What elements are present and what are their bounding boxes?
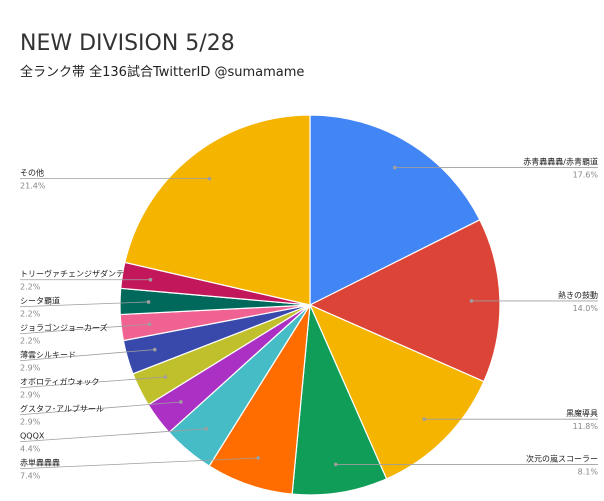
slice-label-12: トリーヴァチェンジザダンテ 2.2% bbox=[20, 269, 153, 292]
slice-percent: 21.4% bbox=[20, 182, 46, 191]
leader-line bbox=[19, 428, 207, 443]
slice-name: 黒魔導具 bbox=[566, 408, 598, 418]
slice-name: トリーヴァチェンジザダンテ bbox=[20, 269, 124, 279]
slice-name: 熱きの鼓動 bbox=[558, 290, 598, 300]
slice-label-8: オボロティガウォック 2.9% bbox=[19, 375, 168, 400]
leader-line bbox=[19, 457, 259, 470]
chart-subtitle: 全ランク帯 全136試合TwitterID @sumamame bbox=[20, 64, 304, 80]
slice-label-2: 熱きの鼓動 14.0% bbox=[469, 290, 599, 313]
slice-label-4: 次元の嵐スコーラー 8.1% bbox=[333, 453, 599, 476]
slice-name: QQQX bbox=[20, 432, 45, 441]
leader-dot bbox=[393, 165, 397, 170]
leader-dot bbox=[148, 277, 153, 282]
slice-percent: 8.1% bbox=[578, 467, 599, 476]
pie-slice-2[interactable] bbox=[308, 219, 501, 383]
slice-label-6: QQQX 4.4% bbox=[19, 426, 209, 454]
slice-percent: 2.9% bbox=[20, 418, 41, 427]
chart-title: NEW DIVISION 5/28 bbox=[20, 31, 235, 56]
slice-name: 薄雲シルキード bbox=[20, 350, 76, 360]
pie-slice-3[interactable] bbox=[308, 303, 485, 480]
slice-label-5: 赤単轟轟轟 7.4% bbox=[19, 456, 260, 481]
slice-percent: 2.2% bbox=[20, 337, 41, 346]
leader-dot bbox=[146, 300, 151, 304]
pie-slice-1[interactable] bbox=[309, 114, 481, 306]
slice-label-3: 黒魔導具 11.8% bbox=[422, 408, 598, 431]
slice-percent: 2.2% bbox=[20, 283, 41, 292]
slice-name: ジョラゴンジョーカーズ bbox=[20, 323, 108, 333]
slice-label-11: シータ覇道 2.2% bbox=[19, 296, 151, 319]
leader-dot bbox=[333, 462, 338, 467]
slice-percent: 4.4% bbox=[20, 445, 41, 454]
slice-name: シータ覇道 bbox=[20, 296, 60, 306]
leader-line bbox=[19, 349, 155, 362]
leader-dot bbox=[469, 299, 474, 303]
leader-dot bbox=[422, 417, 426, 421]
slice-label-7: グスタフ･アルブサール 2.9% bbox=[19, 400, 183, 427]
leader-line bbox=[19, 401, 181, 416]
leader-dot bbox=[147, 322, 152, 327]
slice-name: 次元の嵐スコーラー bbox=[526, 453, 598, 463]
leader-dot bbox=[179, 400, 183, 404]
slice-percent: 17.6% bbox=[573, 171, 599, 180]
slice-name: グスタフ･アルブサール bbox=[20, 404, 104, 414]
slice-label-1: 赤青轟轟轟/赤青覇道 17.6% bbox=[393, 157, 598, 180]
slice-label-9: 薄雲シルキード 2.9% bbox=[19, 347, 157, 373]
slice-percent: 2.9% bbox=[20, 364, 41, 373]
leader-dot bbox=[256, 456, 260, 460]
leader-line bbox=[19, 301, 149, 308]
slice-label-13: その他 21.4% bbox=[20, 168, 212, 191]
slice-percent: 7.4% bbox=[20, 472, 41, 481]
slice-name: 赤青轟轟轟/赤青覇道 bbox=[523, 157, 598, 167]
leader-line bbox=[19, 376, 166, 389]
leader-dot bbox=[152, 347, 157, 352]
pie-slice-13[interactable] bbox=[124, 114, 311, 306]
leader-dot bbox=[207, 176, 212, 181]
slice-percent: 2.2% bbox=[20, 310, 41, 319]
leader-line bbox=[19, 323, 150, 335]
slice-label-10: ジョラゴンジョーカーズ 2.2% bbox=[19, 322, 152, 346]
slice-name: 赤単轟轟轟 bbox=[20, 458, 60, 468]
slice-name: オボロティガウォック bbox=[20, 377, 100, 387]
slice-percent: 11.8% bbox=[573, 422, 599, 431]
slice-percent: 2.9% bbox=[20, 391, 41, 400]
slice-name: その他 bbox=[20, 168, 44, 178]
pie-slice-4[interactable] bbox=[291, 302, 388, 496]
slice-percent: 14.0% bbox=[573, 304, 599, 313]
leader-dot bbox=[163, 375, 168, 379]
pie-labels: 赤青轟轟轟/赤青覇道 17.6% 熱きの鼓動 14.0% 黒魔導具 11.8% 次元の嵐スコ… bbox=[19, 157, 599, 481]
leader-dot bbox=[204, 426, 209, 431]
pie-slices bbox=[119, 114, 501, 496]
